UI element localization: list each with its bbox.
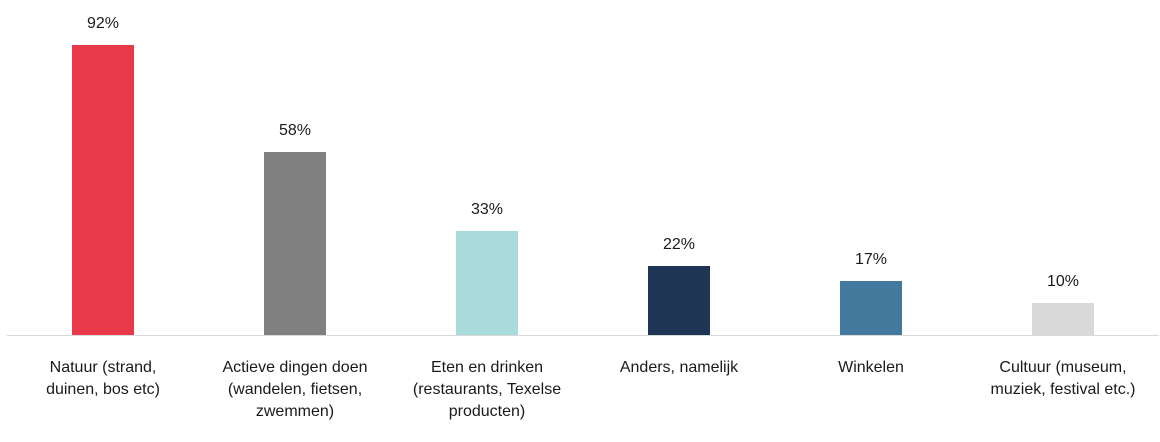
value-label: 92%	[86, 15, 120, 32]
x-tick-label: Actieve dingen doen (wandelen, fietsen, …	[222, 359, 368, 420]
value-label: 33%	[470, 200, 504, 218]
bar	[264, 152, 326, 335]
baseline	[7, 335, 1159, 336]
value-label: 10%	[1046, 273, 1080, 291]
bar	[72, 45, 134, 335]
x-tick-label: Eten en drinken (restaurants, Texelse pr…	[412, 359, 562, 420]
x-tick-label: Winkelen	[838, 359, 904, 376]
value-label: 22%	[662, 235, 696, 253]
x-tick-label: Natuur (strand, duinen, bos etc)	[46, 359, 160, 398]
value-label: 17%	[854, 251, 888, 269]
bar	[1032, 303, 1094, 335]
x-tick-label: Cultuur (museum, muziek, festival etc.)	[990, 359, 1136, 398]
bar	[840, 281, 902, 335]
value-label: 58%	[278, 122, 312, 140]
x-tick-label: Anders, namelijk	[619, 359, 739, 376]
bar	[648, 265, 710, 335]
bar	[456, 230, 518, 335]
